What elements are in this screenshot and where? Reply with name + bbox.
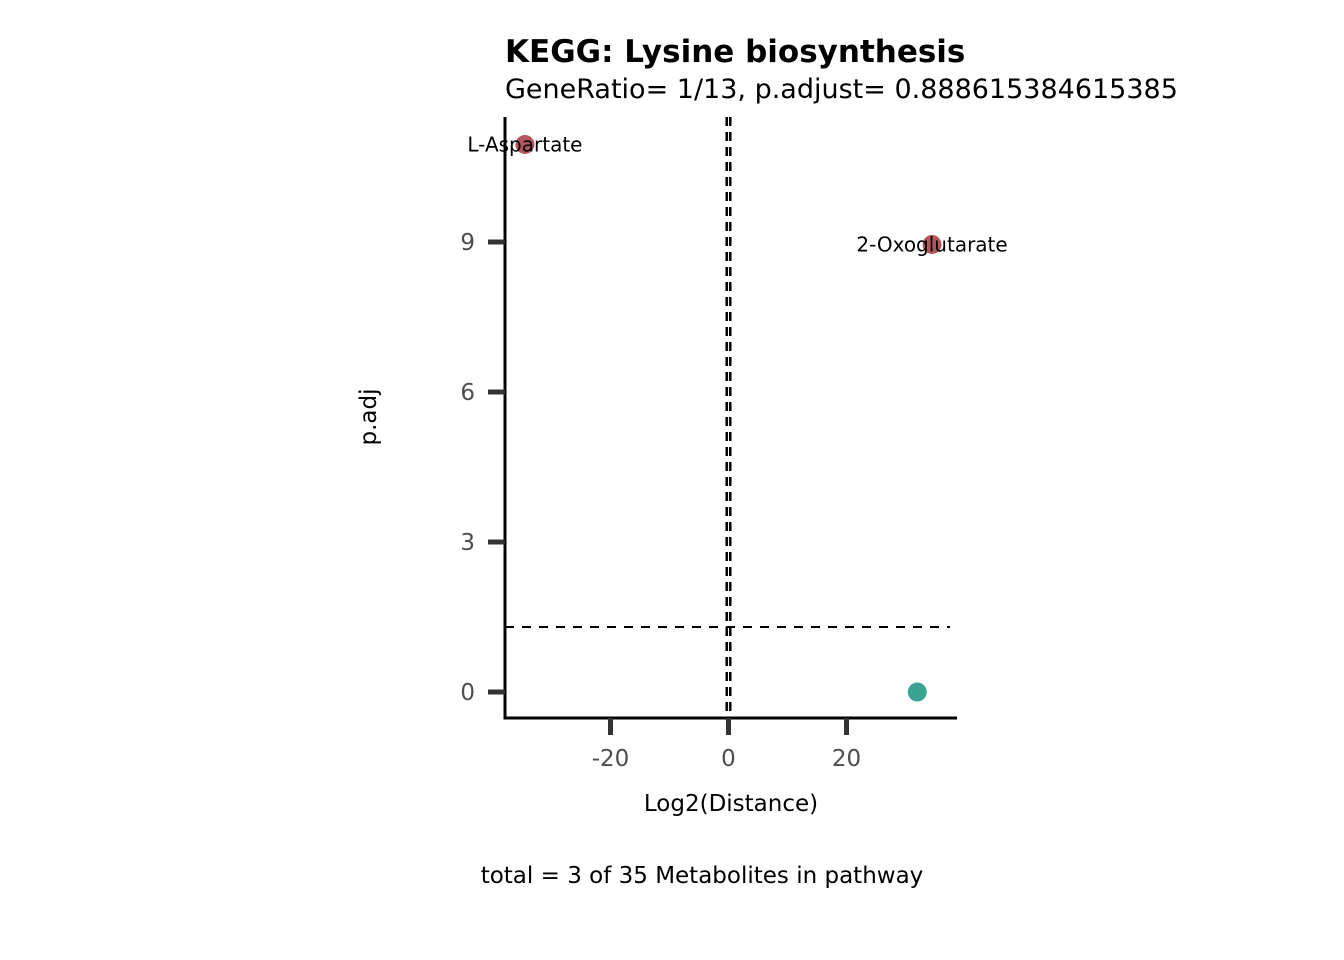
axes: 0 3 6 9 -20 0 20 (460, 117, 957, 772)
data-point (922, 235, 942, 254)
y-tick-label: 0 (460, 680, 475, 706)
y-axis-label: p.adj (356, 389, 382, 446)
x-axis-label: Log2(Distance) (644, 791, 818, 817)
data-points (515, 135, 942, 702)
data-point (907, 682, 927, 702)
chart-title: KEGG: Lysine biosynthesis (505, 34, 965, 70)
x-tick-label: 0 (721, 746, 736, 772)
data-point (515, 135, 535, 154)
x-tick-label: -20 (592, 746, 630, 772)
y-tick-label: 6 (460, 380, 475, 406)
x-tick-label: 20 (832, 746, 861, 772)
chart-subtitle: GeneRatio= 1/13, p.adjust= 0.88861538461… (505, 74, 1178, 105)
chart-caption: total = 3 of 35 Metabolites in pathway (481, 863, 924, 889)
point-labels: L-Aspartate 2-Oxoglutarate (467, 133, 1007, 257)
reference-lines (505, 117, 950, 718)
y-tick-label: 9 (460, 230, 475, 256)
y-tick-label: 3 (460, 530, 475, 556)
point-label: L-Aspartate (467, 133, 582, 157)
point-label: 2-Oxoglutarate (856, 233, 1007, 257)
